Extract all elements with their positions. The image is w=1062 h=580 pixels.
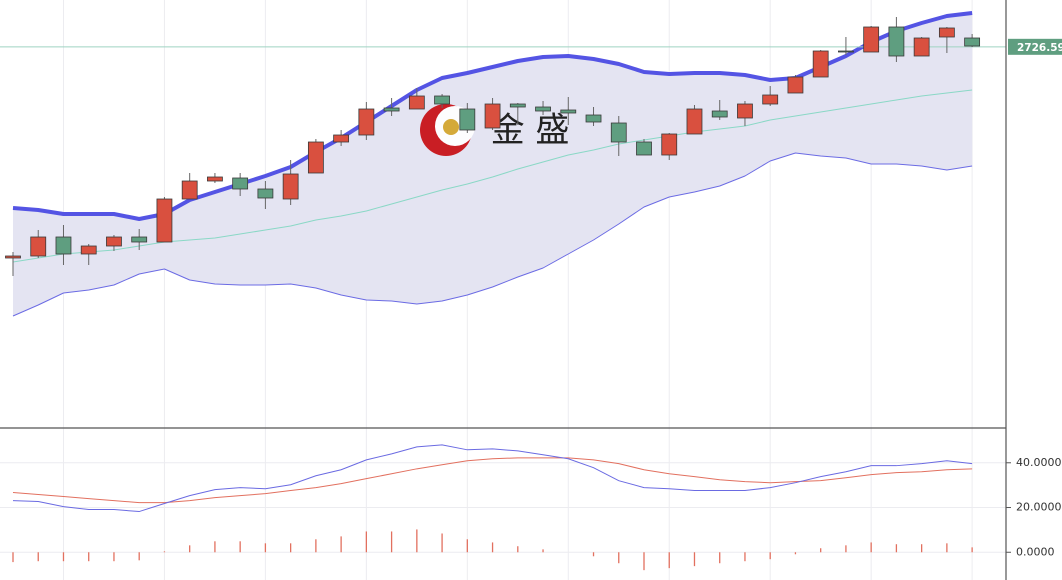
candle-body: [80, 245, 97, 255]
candle-body: [535, 106, 551, 112]
dea-line: [12, 457, 973, 504]
candle-body: [560, 109, 577, 114]
candle-body: [863, 26, 880, 53]
candle-body: [913, 37, 930, 57]
candle-body: [838, 50, 854, 53]
candle-body: [509, 103, 526, 108]
candle-body: [762, 94, 779, 105]
y-tick-label: 40.0000: [1016, 456, 1062, 469]
candle-body: [711, 110, 728, 118]
candle-body: [484, 103, 501, 129]
mark-layer: [0, 17, 1006, 571]
logo-ball: [443, 119, 459, 135]
watermark-text: 金 盛: [491, 111, 570, 151]
candle-body: [812, 50, 829, 78]
candle-body: [434, 95, 450, 105]
candle-body: [636, 141, 652, 156]
y-tick-label: 0.0000: [1016, 545, 1055, 558]
candle-body: [333, 134, 350, 143]
last-price-label: 2726.59: [1017, 42, 1062, 54]
candle-body: [257, 188, 274, 199]
candle-body: [964, 37, 981, 47]
candle-body: [938, 27, 955, 38]
candle-body: [888, 26, 905, 57]
axis-layer: 2726.59 0.0000 20.0000 40.0000: [1006, 38, 1062, 558]
band-layer: [12, 11, 973, 317]
candle-body: [358, 108, 375, 136]
candle-body: [408, 95, 425, 110]
candle-body: [459, 108, 476, 131]
upper-band-line: [12, 11, 973, 221]
candle-body: [661, 133, 678, 156]
candle-body: [307, 141, 324, 174]
dif-line: [12, 444, 973, 513]
candle-body: [282, 173, 299, 200]
middle-band-line: [12, 89, 973, 263]
candle-body: [686, 108, 703, 135]
candle-body: [131, 236, 148, 243]
candle-body: [30, 236, 47, 257]
candle-body: [787, 76, 804, 94]
candle-body: [5, 255, 21, 259]
candle-body: [55, 236, 72, 255]
candle-body: [181, 180, 198, 200]
candle-body: [610, 122, 627, 143]
lower-band-line: [12, 152, 973, 317]
candle-body: [383, 107, 400, 112]
band-fill: [13, 13, 973, 316]
candle-body: [156, 198, 173, 243]
candle-body: [737, 103, 753, 119]
candle-body: [207, 176, 223, 182]
y-tick-label: 20.0000: [1016, 501, 1062, 514]
candle-body: [106, 236, 122, 247]
last-price-box: [1008, 38, 1062, 55]
candle-body: [585, 114, 602, 123]
candle-body: [232, 177, 249, 190]
